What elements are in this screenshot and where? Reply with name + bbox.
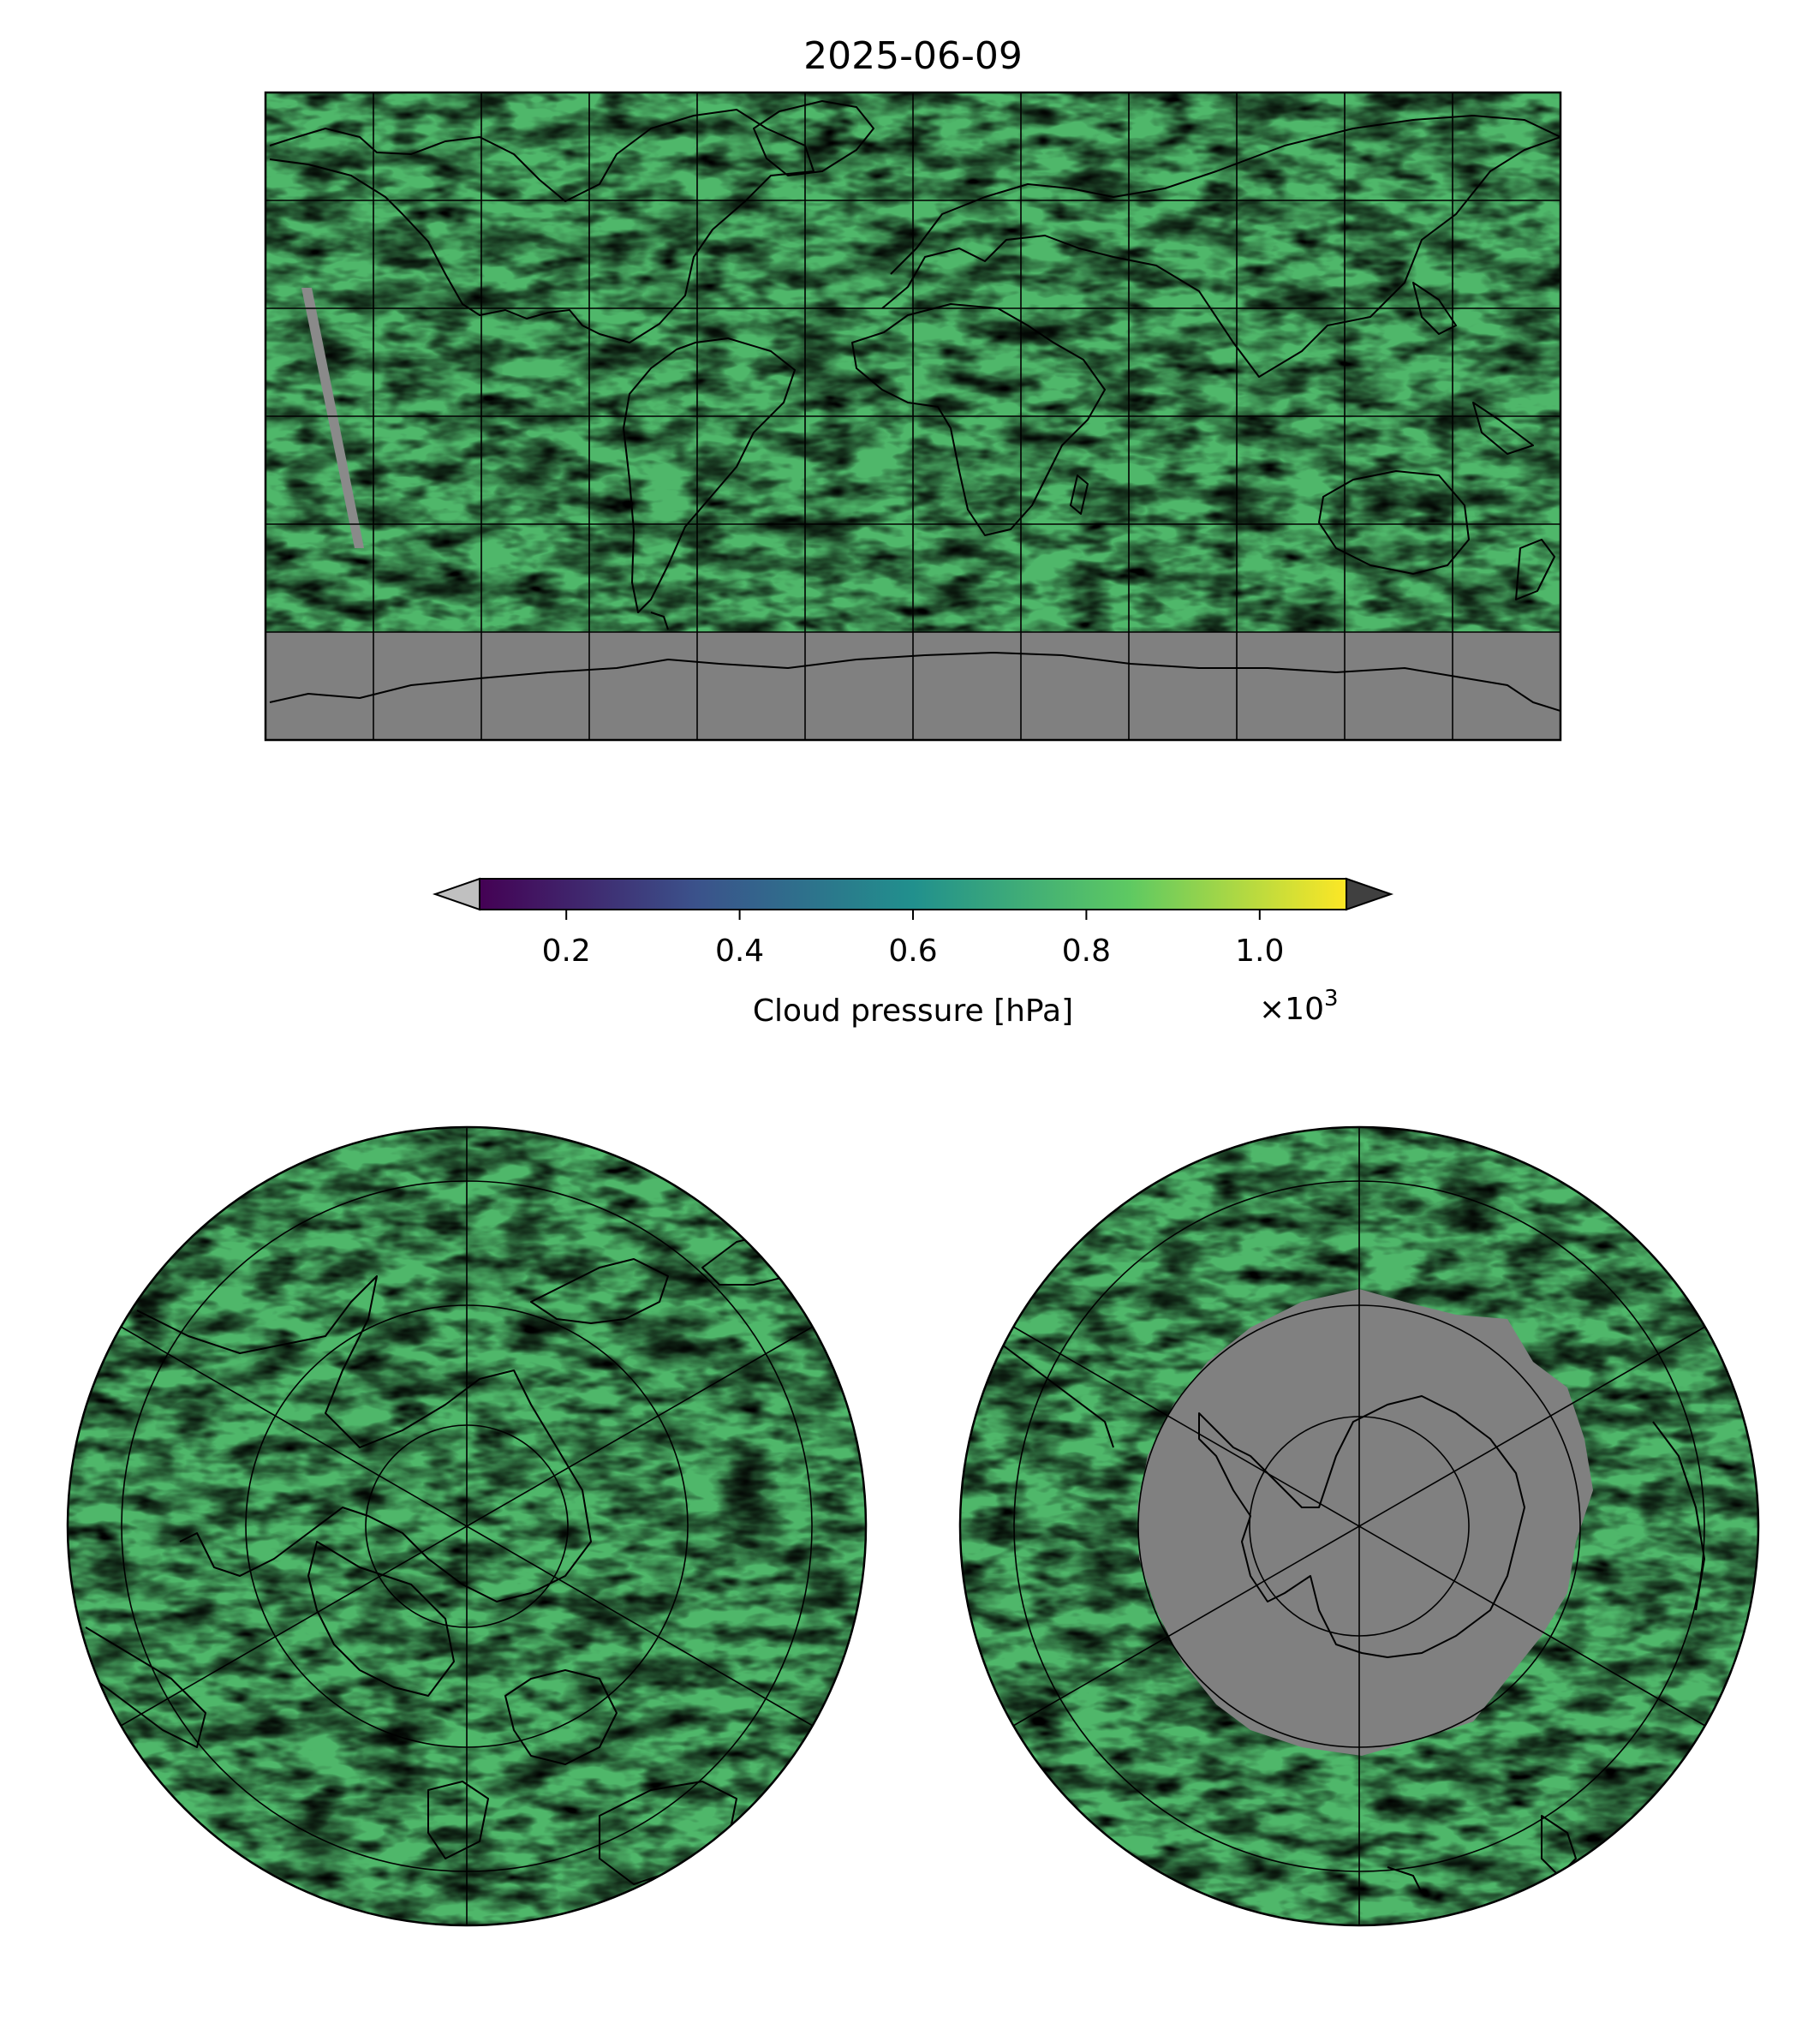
north-polar-map (68, 1127, 866, 1925)
colorbar-tick-label: 0.6 (888, 934, 937, 969)
colorbar-tick-label: 0.2 (542, 934, 591, 969)
global-map-frame (264, 91, 1562, 742)
colorbar-tick-label: 1.0 (1235, 934, 1284, 969)
coastlines (269, 100, 1560, 712)
colorbar-label: Cloud pressure [hPa] (753, 994, 1073, 1029)
colorbar: 0.2 0.4 0.6 0.8 1.0 Cloud pressure [hPa] ×10… (432, 877, 1394, 1029)
north-polar-frame (66, 1125, 868, 1927)
colorbar-ticks: 0.2 0.4 0.6 0.8 1.0 (542, 910, 1284, 969)
global-map (266, 92, 1560, 740)
south-graticule (1012, 1127, 1706, 1925)
colorbar-offset: ×103 (1259, 986, 1339, 1027)
south-polar-map (960, 1127, 1758, 1925)
map-title: 2025-06-09 (803, 34, 1023, 78)
colorbar-offset-exponent: 3 (1324, 986, 1339, 1012)
graticule (266, 92, 1560, 740)
colorbar-over-extension (1346, 877, 1394, 911)
north-coastlines (85, 1232, 797, 1885)
colorbar-tick-label: 0.8 (1062, 934, 1111, 969)
colorbar-under-extension (432, 877, 480, 911)
colorbar-offset-base: ×10 (1259, 992, 1324, 1027)
south-polar-frame (958, 1125, 1760, 1927)
colorbar-gradient (479, 878, 1347, 910)
north-graticule (120, 1127, 814, 1925)
colorbar-tick-label: 0.4 (715, 934, 764, 969)
swath-gap (301, 288, 364, 548)
